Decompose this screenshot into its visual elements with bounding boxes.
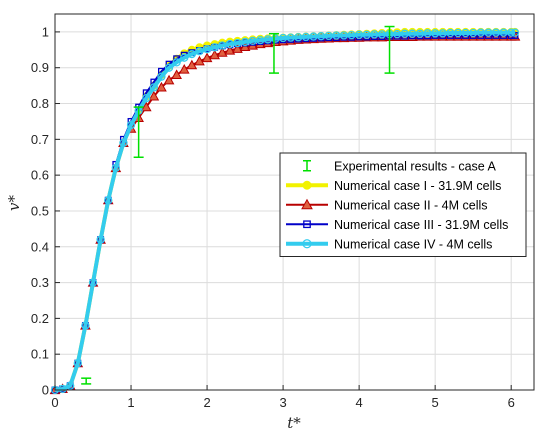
- series-layer: [49, 27, 521, 395]
- experimental-layer: [81, 25, 395, 385]
- series-point: [186, 59, 198, 70]
- y-tick-label: 0.6: [31, 168, 49, 183]
- y-tick-label: 0.7: [31, 132, 49, 147]
- y-tick-label: 0.5: [31, 203, 49, 218]
- series-point: [510, 28, 520, 37]
- series-point: [233, 38, 242, 48]
- series-point: [157, 72, 166, 81]
- y-tick-label: 0.3: [31, 275, 49, 290]
- legend-label: Numerical case II - 4M cells: [334, 198, 488, 212]
- series-point: [201, 52, 213, 63]
- x-tick-label: 1: [127, 395, 134, 410]
- series-point: [248, 36, 257, 46]
- series-point: [202, 44, 212, 54]
- legend-item-experimental: Experimental results - case A: [303, 159, 497, 173]
- series-point: [142, 94, 151, 103]
- x-tick-label: 4: [356, 395, 363, 410]
- y-tick-label: 0.1: [31, 347, 49, 362]
- legend-item-series-3: Numerical case III - 31.9M cells: [286, 218, 508, 232]
- series-point: [172, 58, 181, 67]
- y-tick-label: 0.2: [31, 311, 49, 326]
- series-point: [232, 43, 243, 53]
- series-point: [88, 278, 98, 287]
- series-point: [171, 69, 183, 79]
- series-point: [58, 384, 67, 394]
- axis-ticks: 0 1 2 3 4 5 6 0 0.1 0.2 0.3 0.4 0.5 0.6 0.7 0.8 0.9 1: [31, 24, 515, 410]
- series-point: [225, 39, 235, 49]
- series-point: [256, 35, 265, 45]
- x-tick-label: 0: [51, 395, 58, 410]
- experimental-point: [384, 25, 395, 74]
- series-point: [149, 83, 158, 92]
- series-point: [187, 49, 197, 59]
- y-tick-label: 0.8: [31, 96, 49, 111]
- series-point: [73, 358, 82, 368]
- legend-item-series-4: Numerical case IV - 4M cells: [286, 237, 492, 251]
- legend-label: Numerical case IV - 4M cells: [334, 237, 492, 251]
- series-point: [218, 41, 227, 50]
- series-point: [119, 138, 128, 148]
- series-point: [239, 41, 251, 52]
- x-tick-label: 6: [508, 395, 515, 410]
- legend-marker: [302, 180, 312, 190]
- legend-item-series-2: Numerical case II - 4M cells: [286, 198, 488, 212]
- experimental-point: [81, 377, 92, 385]
- series-point: [271, 34, 280, 43]
- y-tick-label: 0.9: [31, 60, 49, 75]
- y-tick-label: 0.4: [31, 239, 49, 254]
- series-point: [163, 74, 175, 85]
- series-point: [224, 44, 236, 55]
- legend-label: Numerical case III - 31.9M cells: [334, 218, 508, 232]
- series-point: [156, 81, 167, 92]
- legend: Experimental results - case A Numerical c…: [279, 152, 527, 257]
- series-point: [148, 90, 160, 101]
- y-axis-label: v*: [5, 195, 23, 211]
- legend-label: Numerical case I - 31.9M cells: [334, 179, 501, 193]
- experimental-point: [268, 32, 279, 74]
- series-point: [104, 196, 113, 205]
- legend-marker: [301, 198, 313, 210]
- series-point: [66, 381, 75, 390]
- x-tick-label: 2: [203, 395, 210, 410]
- legend-label: Experimental results - case A: [334, 159, 497, 173]
- legend-item-series-1: Numerical case I - 31.9M cells: [286, 179, 501, 193]
- series-4: [50, 28, 520, 395]
- series-point: [164, 63, 174, 72]
- series-point: [209, 49, 221, 60]
- experimental-point: [133, 106, 144, 158]
- series-point: [111, 163, 120, 173]
- x-tick-label: 3: [279, 395, 286, 410]
- series-point: [240, 37, 250, 47]
- series-point: [195, 47, 204, 56]
- series-point: [126, 120, 136, 130]
- x-axis-label: t*: [287, 414, 301, 432]
- y-tick-label: 1: [42, 24, 49, 39]
- series-point: [210, 43, 219, 52]
- x-tick-label: 5: [432, 395, 439, 410]
- series-point: [263, 35, 273, 44]
- legend-marker: [303, 220, 311, 229]
- plot-frame: [54, 13, 535, 391]
- series-point: [81, 321, 90, 330]
- y-tick-label: 0: [42, 383, 49, 398]
- series-point: [507, 28, 516, 37]
- series-point: [96, 235, 105, 244]
- series-point: [180, 53, 189, 62]
- series-point: [194, 55, 205, 66]
- legend-marker: [302, 239, 312, 249]
- series-point: [140, 101, 152, 112]
- series-point: [216, 47, 228, 57]
- series-point: [178, 63, 190, 74]
